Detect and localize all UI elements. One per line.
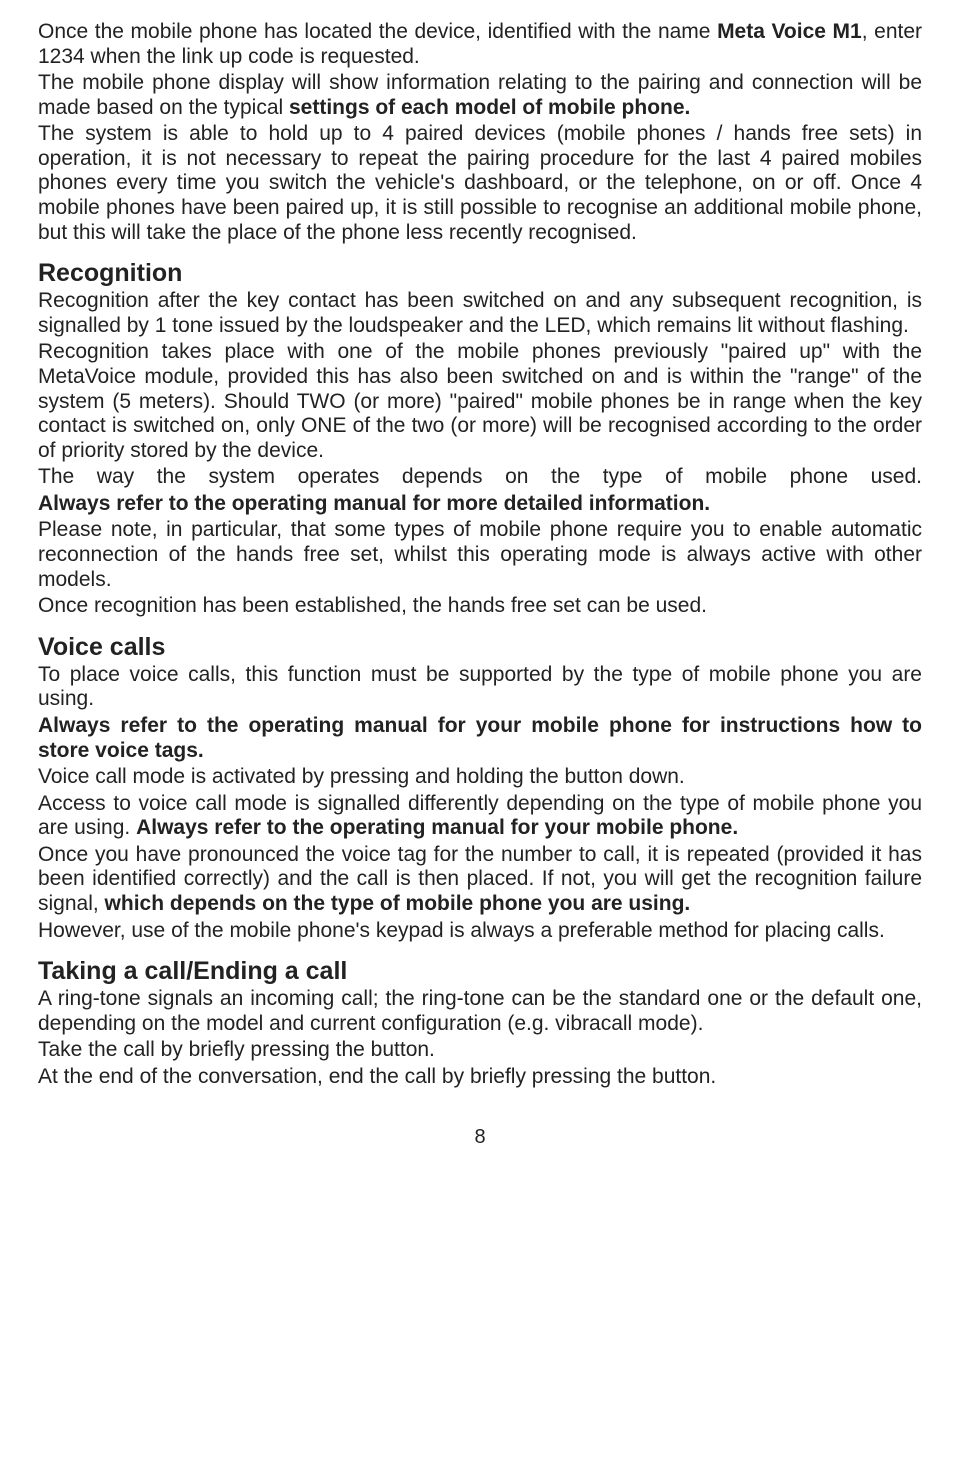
voice-calls-p4-bold: Always refer to the operating manual for… bbox=[136, 816, 738, 839]
taking-call-heading: Taking a call/Ending a call bbox=[38, 957, 922, 986]
recognition-p5: Once recognition has been established, t… bbox=[38, 594, 922, 619]
voice-calls-heading: Voice calls bbox=[38, 633, 922, 662]
intro-p2-bold: settings of each model of mobile phone. bbox=[289, 96, 690, 119]
intro-p1: Once the mobile phone has located the de… bbox=[38, 20, 922, 69]
voice-calls-p1: To place voice calls, this function must… bbox=[38, 663, 922, 712]
recognition-p4: Please note, in particular, that some ty… bbox=[38, 518, 922, 592]
intro-p1-bold: Meta Voice M1 bbox=[717, 20, 862, 43]
voice-calls-p3: Voice call mode is activated by pressing… bbox=[38, 765, 922, 790]
intro-p1-a: Once the mobile phone has located the de… bbox=[38, 20, 717, 43]
voice-calls-p4: Access to voice call mode is signalled d… bbox=[38, 792, 922, 841]
recognition-p1: Recognition after the key contact has be… bbox=[38, 289, 922, 338]
recognition-p3-bold: Always refer to the operating manual for… bbox=[38, 492, 922, 517]
recognition-heading: Recognition bbox=[38, 259, 922, 288]
intro-p2: The mobile phone display will show infor… bbox=[38, 71, 922, 120]
page-number: 8 bbox=[38, 1126, 922, 1149]
intro-p3: The system is able to hold up to 4 paire… bbox=[38, 122, 922, 245]
voice-calls-p5: Once you have pronounced the voice tag f… bbox=[38, 843, 922, 917]
voice-calls-p2-bold: Always refer to the operating manual for… bbox=[38, 714, 922, 763]
taking-call-p3: At the end of the conversation, end the … bbox=[38, 1065, 922, 1090]
taking-call-p1: A ring-tone signals an incoming call; th… bbox=[38, 987, 922, 1036]
taking-call-p2: Take the call by briefly pressing the bu… bbox=[38, 1038, 922, 1063]
recognition-p3: The way the system operates depends on t… bbox=[38, 465, 922, 490]
recognition-p2: Recognition takes place with one of the … bbox=[38, 340, 922, 463]
voice-calls-p5-bold: which depends on the type of mobile phon… bbox=[105, 892, 691, 915]
voice-calls-p6: However, use of the mobile phone's keypa… bbox=[38, 919, 922, 944]
